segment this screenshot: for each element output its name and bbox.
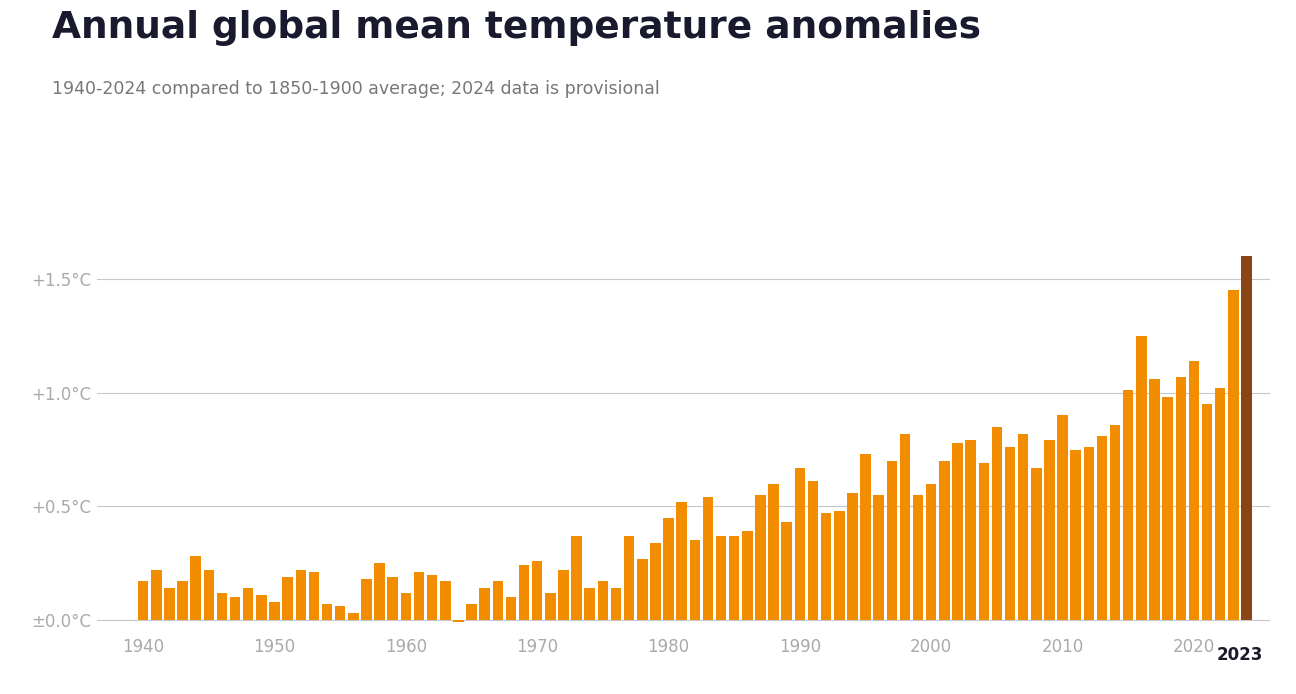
Bar — [518, 566, 529, 620]
Bar — [638, 559, 648, 620]
Bar — [1214, 388, 1226, 620]
Bar — [454, 620, 464, 623]
Bar — [388, 577, 398, 620]
Bar — [1017, 434, 1029, 620]
Bar — [715, 536, 726, 620]
Bar — [295, 570, 306, 620]
Bar — [203, 570, 214, 620]
Bar — [1137, 336, 1147, 620]
Bar — [991, 427, 1002, 620]
Bar — [677, 502, 687, 620]
Bar — [321, 604, 332, 620]
Bar — [899, 434, 910, 620]
Bar — [978, 463, 989, 620]
Bar — [584, 589, 595, 620]
Bar — [1096, 436, 1107, 620]
Bar — [835, 511, 845, 620]
Bar — [1122, 391, 1134, 620]
Bar — [283, 577, 293, 620]
Bar — [1188, 361, 1199, 620]
Bar — [400, 593, 411, 620]
Bar — [178, 582, 188, 620]
Bar — [1150, 379, 1160, 620]
Bar — [610, 589, 621, 620]
Bar — [242, 589, 254, 620]
Bar — [820, 513, 832, 620]
Bar — [362, 579, 372, 620]
Bar — [912, 495, 923, 620]
Bar — [1032, 468, 1042, 620]
Bar — [1175, 377, 1186, 620]
Bar — [623, 536, 634, 620]
Bar — [1070, 450, 1081, 620]
Bar — [216, 593, 227, 620]
Bar — [861, 454, 871, 620]
Bar — [1004, 447, 1015, 620]
Bar — [597, 582, 608, 620]
Bar — [728, 536, 740, 620]
Bar — [940, 461, 950, 620]
Bar — [270, 602, 280, 620]
Bar — [531, 561, 543, 620]
Bar — [480, 589, 490, 620]
Bar — [1109, 425, 1120, 620]
Bar — [559, 570, 569, 620]
Bar — [1045, 441, 1055, 620]
Bar — [664, 518, 674, 620]
Bar — [702, 498, 713, 620]
Bar — [807, 482, 818, 620]
Bar — [781, 523, 792, 620]
Bar — [165, 589, 175, 620]
Bar — [349, 613, 359, 620]
Bar — [874, 495, 884, 620]
Bar — [375, 564, 385, 620]
Bar — [1083, 447, 1094, 620]
Bar — [953, 443, 963, 620]
Text: 1940-2024 compared to 1850-1900 average; 2024 data is provisional: 1940-2024 compared to 1850-1900 average;… — [52, 80, 660, 98]
Bar — [848, 493, 858, 620]
Bar — [467, 604, 477, 620]
Text: Annual global mean temperature anomalies: Annual global mean temperature anomalies — [52, 10, 981, 46]
Bar — [505, 598, 516, 620]
Bar — [769, 484, 779, 620]
Bar — [1163, 397, 1173, 620]
Bar — [1242, 256, 1252, 620]
Bar — [546, 593, 556, 620]
Bar — [925, 484, 937, 620]
Bar — [334, 607, 346, 620]
Bar — [229, 598, 240, 620]
Bar — [413, 573, 424, 620]
Bar — [441, 582, 451, 620]
Bar — [572, 536, 582, 620]
Bar — [756, 495, 766, 620]
Bar — [966, 441, 976, 620]
Bar — [492, 582, 503, 620]
Bar — [308, 573, 319, 620]
Bar — [651, 543, 661, 620]
Bar — [1058, 416, 1068, 620]
Bar — [152, 570, 162, 620]
Bar — [1229, 290, 1239, 620]
Bar — [191, 557, 201, 620]
Bar — [794, 468, 805, 620]
Bar — [743, 532, 753, 620]
Bar — [689, 541, 700, 620]
Bar — [137, 582, 149, 620]
Bar — [257, 595, 267, 620]
Text: 2023: 2023 — [1217, 646, 1264, 664]
Bar — [426, 575, 437, 620]
Bar — [1201, 404, 1212, 620]
Bar — [886, 461, 897, 620]
